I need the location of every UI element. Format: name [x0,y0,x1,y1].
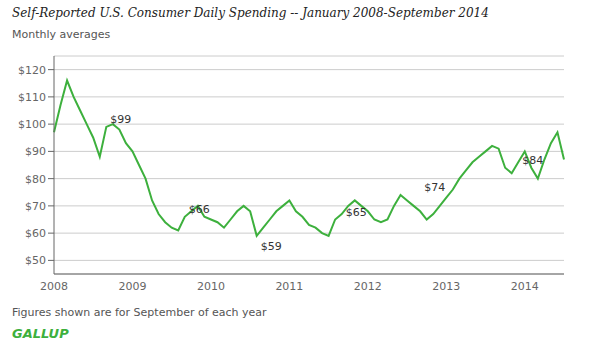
svg-text:$59: $59 [261,240,282,253]
svg-text:2009: 2009 [118,280,146,293]
svg-text:$50: $50 [25,254,46,267]
svg-text:$60: $60 [25,227,46,240]
svg-text:$74: $74 [424,181,445,194]
svg-text:$90: $90 [25,145,46,158]
svg-text:$80: $80 [25,173,46,186]
svg-text:2010: 2010 [197,280,225,293]
svg-text:2011: 2011 [275,280,303,293]
svg-text:2012: 2012 [354,280,382,293]
html-text:Self-Reported U.S. Consumer Da: Self-Reported U.S. Consumer Daily Spendi… [12,6,489,20]
svg-text:$70: $70 [25,200,46,213]
svg-text:$110: $110 [18,91,46,104]
html-text:Monthly averages: Monthly averages [12,28,111,41]
html-text:GALLUP: GALLUP [12,326,69,341]
html-text:Figures shown are for Septembe: Figures shown are for September of each … [12,306,267,319]
svg-text:$99: $99 [110,113,131,126]
svg-text:$65: $65 [346,206,367,219]
svg-text:$84: $84 [522,154,543,167]
svg-text:$66: $66 [189,203,210,216]
svg-text:2008: 2008 [40,280,68,293]
svg-text:2013: 2013 [432,280,460,293]
svg-text:2014: 2014 [511,280,539,293]
svg-text:$100: $100 [18,118,46,131]
svg-text:$120: $120 [18,64,46,77]
